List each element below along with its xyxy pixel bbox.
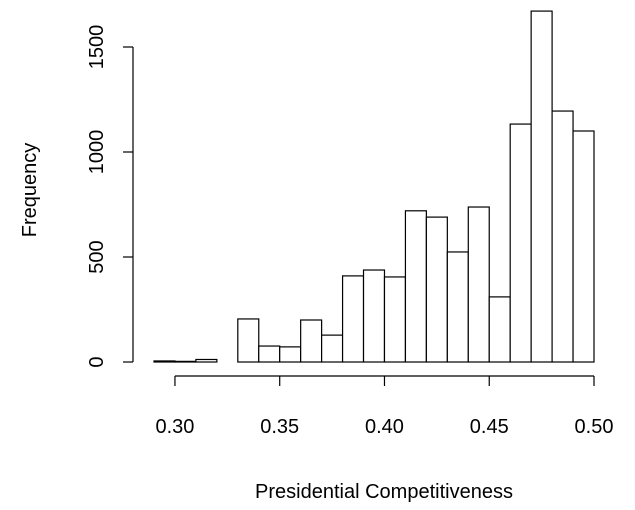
bar: [467, 206, 490, 363]
bar: [488, 296, 511, 363]
bar: [300, 319, 323, 363]
bar: [153, 360, 176, 363]
bar: [321, 334, 344, 363]
x-tick-label: 0.35: [260, 416, 299, 438]
y-tick-label: 1000: [86, 130, 108, 175]
x-tick-label: 0.50: [575, 416, 614, 438]
bar: [362, 269, 386, 363]
bar: [258, 345, 281, 363]
x-axis-label: Presidential Competitiveness: [255, 481, 513, 503]
y-tick-label: 500: [86, 240, 108, 273]
bar: [572, 130, 595, 363]
bar: [383, 276, 407, 363]
bar: [174, 360, 197, 363]
bar: [404, 210, 427, 363]
y-tick-label: 0: [86, 356, 108, 367]
x-tick-label: 0.40: [365, 416, 404, 438]
x-tick-label: 0.45: [470, 416, 509, 438]
x-tick-label: 0.30: [155, 416, 194, 438]
bar: [195, 358, 218, 363]
bar: [279, 346, 302, 363]
bar: [341, 275, 365, 363]
bar: [425, 216, 448, 363]
y-axis-label: Frequency: [19, 143, 41, 238]
bar: [237, 318, 260, 363]
y-tick-label: 1500: [86, 25, 108, 70]
bar: [446, 251, 469, 363]
bar: [551, 110, 574, 363]
bar: [530, 10, 553, 363]
bar: [509, 123, 532, 363]
